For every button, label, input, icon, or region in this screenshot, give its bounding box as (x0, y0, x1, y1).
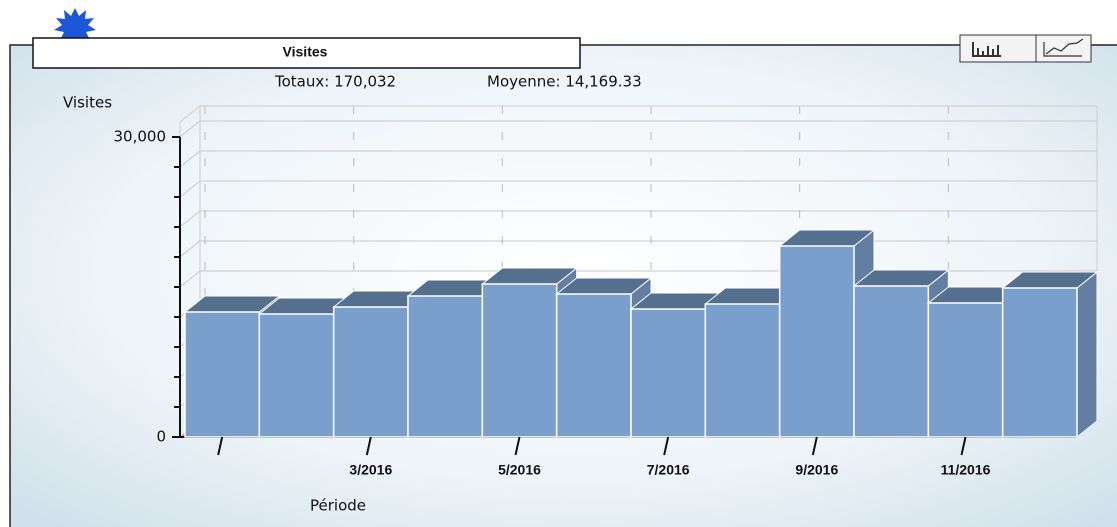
bar (184, 311, 261, 438)
totals: Totaux: 170,032 (274, 73, 396, 91)
x-tick-label: 7/2016 (647, 462, 690, 478)
bar (630, 308, 707, 438)
chart-title: Visites (283, 44, 328, 60)
bar (1001, 287, 1078, 438)
x-tick (811, 436, 818, 456)
bar (704, 303, 781, 438)
grid-line (179, 120, 1097, 138)
bar (778, 245, 855, 438)
grid-line (179, 150, 1097, 168)
bar (555, 293, 632, 438)
title-box (32, 37, 581, 69)
x-tick (663, 436, 670, 456)
y-axis-label: Visites (63, 94, 112, 112)
x-tick-label: 11/2016 (941, 462, 991, 478)
grid-line (179, 180, 1097, 198)
x-tick (217, 436, 224, 456)
x-tick (960, 436, 967, 456)
icon (54, 8, 96, 40)
y-tick-label: 30,000 (114, 128, 167, 146)
bar (258, 313, 335, 438)
bar (332, 306, 409, 438)
x-tick (514, 436, 521, 456)
grid-line (179, 210, 1097, 228)
bar (927, 302, 1004, 438)
x-tick-label: 3/2016 (349, 462, 392, 478)
x-axis-label: Période (310, 497, 366, 515)
bar (407, 295, 484, 438)
x-tick-label: 9/2016 (795, 462, 838, 478)
average: Moyenne: 14,169.33 (487, 73, 642, 91)
x-tick-label: 5/2016 (498, 462, 541, 478)
bar-button[interactable] (959, 34, 1037, 63)
y-tick-label: 0 (156, 428, 166, 446)
line-button[interactable] (1035, 34, 1092, 63)
x-tick (365, 436, 372, 456)
bar (853, 285, 930, 438)
bar-side (1076, 270, 1098, 439)
bar (481, 283, 558, 438)
